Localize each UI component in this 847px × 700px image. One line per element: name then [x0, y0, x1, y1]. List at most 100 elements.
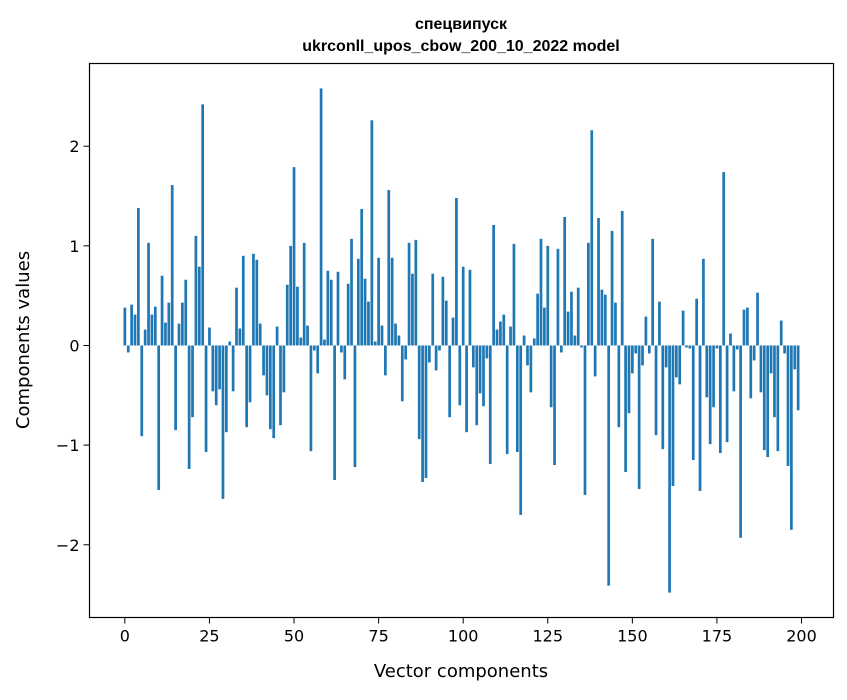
plot-frame: [88, 62, 835, 619]
bar: [688, 345, 692, 349]
y-tick-label: −2: [56, 536, 80, 555]
bar: [306, 325, 309, 346]
bar: [218, 345, 221, 390]
y-tick-label: 2: [69, 137, 79, 156]
bar: [732, 345, 736, 392]
bar: [417, 345, 421, 440]
x-tick-label: 0: [120, 627, 130, 646]
bar: [492, 224, 495, 346]
x-axis-label: Vector components: [374, 661, 548, 682]
bar: [252, 253, 255, 346]
bar: [414, 239, 418, 346]
bar: [137, 207, 140, 346]
bar: [130, 304, 133, 346]
bar: [201, 104, 205, 346]
bar: [397, 335, 401, 346]
bar: [759, 345, 763, 393]
chart-title-line2: ukrconll_upos_cbow_200_10_2022 model: [302, 38, 619, 55]
bar: [482, 345, 485, 407]
bar: [329, 279, 333, 346]
bar: [238, 328, 242, 346]
bar: [783, 345, 786, 354]
bar: [576, 287, 580, 346]
x-tick-label: 100: [448, 627, 479, 646]
bar: [614, 302, 617, 346]
bar: [214, 345, 218, 406]
bar: [258, 323, 262, 346]
bar: [225, 345, 228, 433]
bar: [387, 190, 391, 346]
x-axis-ticks: 0 25 50 75 100 125 150 175 200: [120, 617, 817, 646]
bar: [779, 320, 783, 346]
bar: [164, 322, 167, 346]
bar: [631, 345, 634, 374]
bar: [296, 286, 299, 346]
bar: [766, 345, 770, 458]
bar: [140, 345, 144, 437]
bar: [126, 345, 130, 353]
bar: [512, 243, 516, 346]
bar: [407, 242, 411, 346]
bar: [739, 345, 742, 538]
bar: [353, 345, 357, 468]
bar: [438, 345, 441, 351]
bar: [434, 345, 438, 371]
bar: [641, 345, 644, 366]
bar: [708, 345, 712, 445]
bar: [532, 338, 536, 346]
bar: [607, 345, 611, 586]
bar: [776, 345, 780, 452]
bar: [465, 345, 468, 433]
x-tick-label: 150: [617, 627, 648, 646]
bar: [275, 326, 279, 346]
x-tick-label: 25: [199, 627, 219, 646]
bar: [279, 345, 282, 426]
bar: [773, 345, 776, 418]
bar: [515, 345, 519, 453]
bar: [651, 238, 655, 346]
bar: [488, 345, 492, 465]
bar: [133, 314, 137, 346]
bar: [678, 345, 682, 385]
bar: [563, 216, 567, 346]
bar: [123, 307, 127, 346]
bar: [187, 345, 191, 470]
bar: [377, 257, 380, 346]
bar: [167, 302, 171, 346]
bar: [157, 345, 161, 490]
bar: [722, 172, 726, 346]
bar: [705, 345, 709, 398]
bar: [458, 345, 462, 406]
bar: [363, 278, 367, 346]
bar: [302, 242, 306, 346]
bar: [194, 235, 198, 346]
bar: [471, 345, 475, 368]
bar: [285, 284, 289, 346]
bar: [312, 345, 316, 351]
bar: [316, 345, 320, 374]
bar: [461, 266, 465, 346]
x-tick-label: 200: [786, 627, 817, 646]
bar: [742, 309, 746, 346]
bar: [712, 345, 715, 408]
bar: [160, 275, 164, 346]
bar: [360, 208, 364, 346]
bar: [448, 345, 452, 418]
bar: [174, 345, 177, 431]
bar: [793, 345, 797, 370]
bar: [522, 335, 526, 346]
bar: [654, 345, 658, 436]
bar: [505, 345, 509, 455]
bar: [478, 345, 482, 394]
bar: [309, 345, 313, 452]
bar: [790, 345, 793, 530]
bar: [559, 345, 563, 353]
bar: [661, 345, 665, 450]
bar: [546, 245, 550, 346]
bar: [593, 345, 597, 377]
bar: [715, 345, 719, 349]
bar: [235, 287, 238, 346]
bar: [570, 291, 573, 346]
bar: [499, 321, 502, 346]
